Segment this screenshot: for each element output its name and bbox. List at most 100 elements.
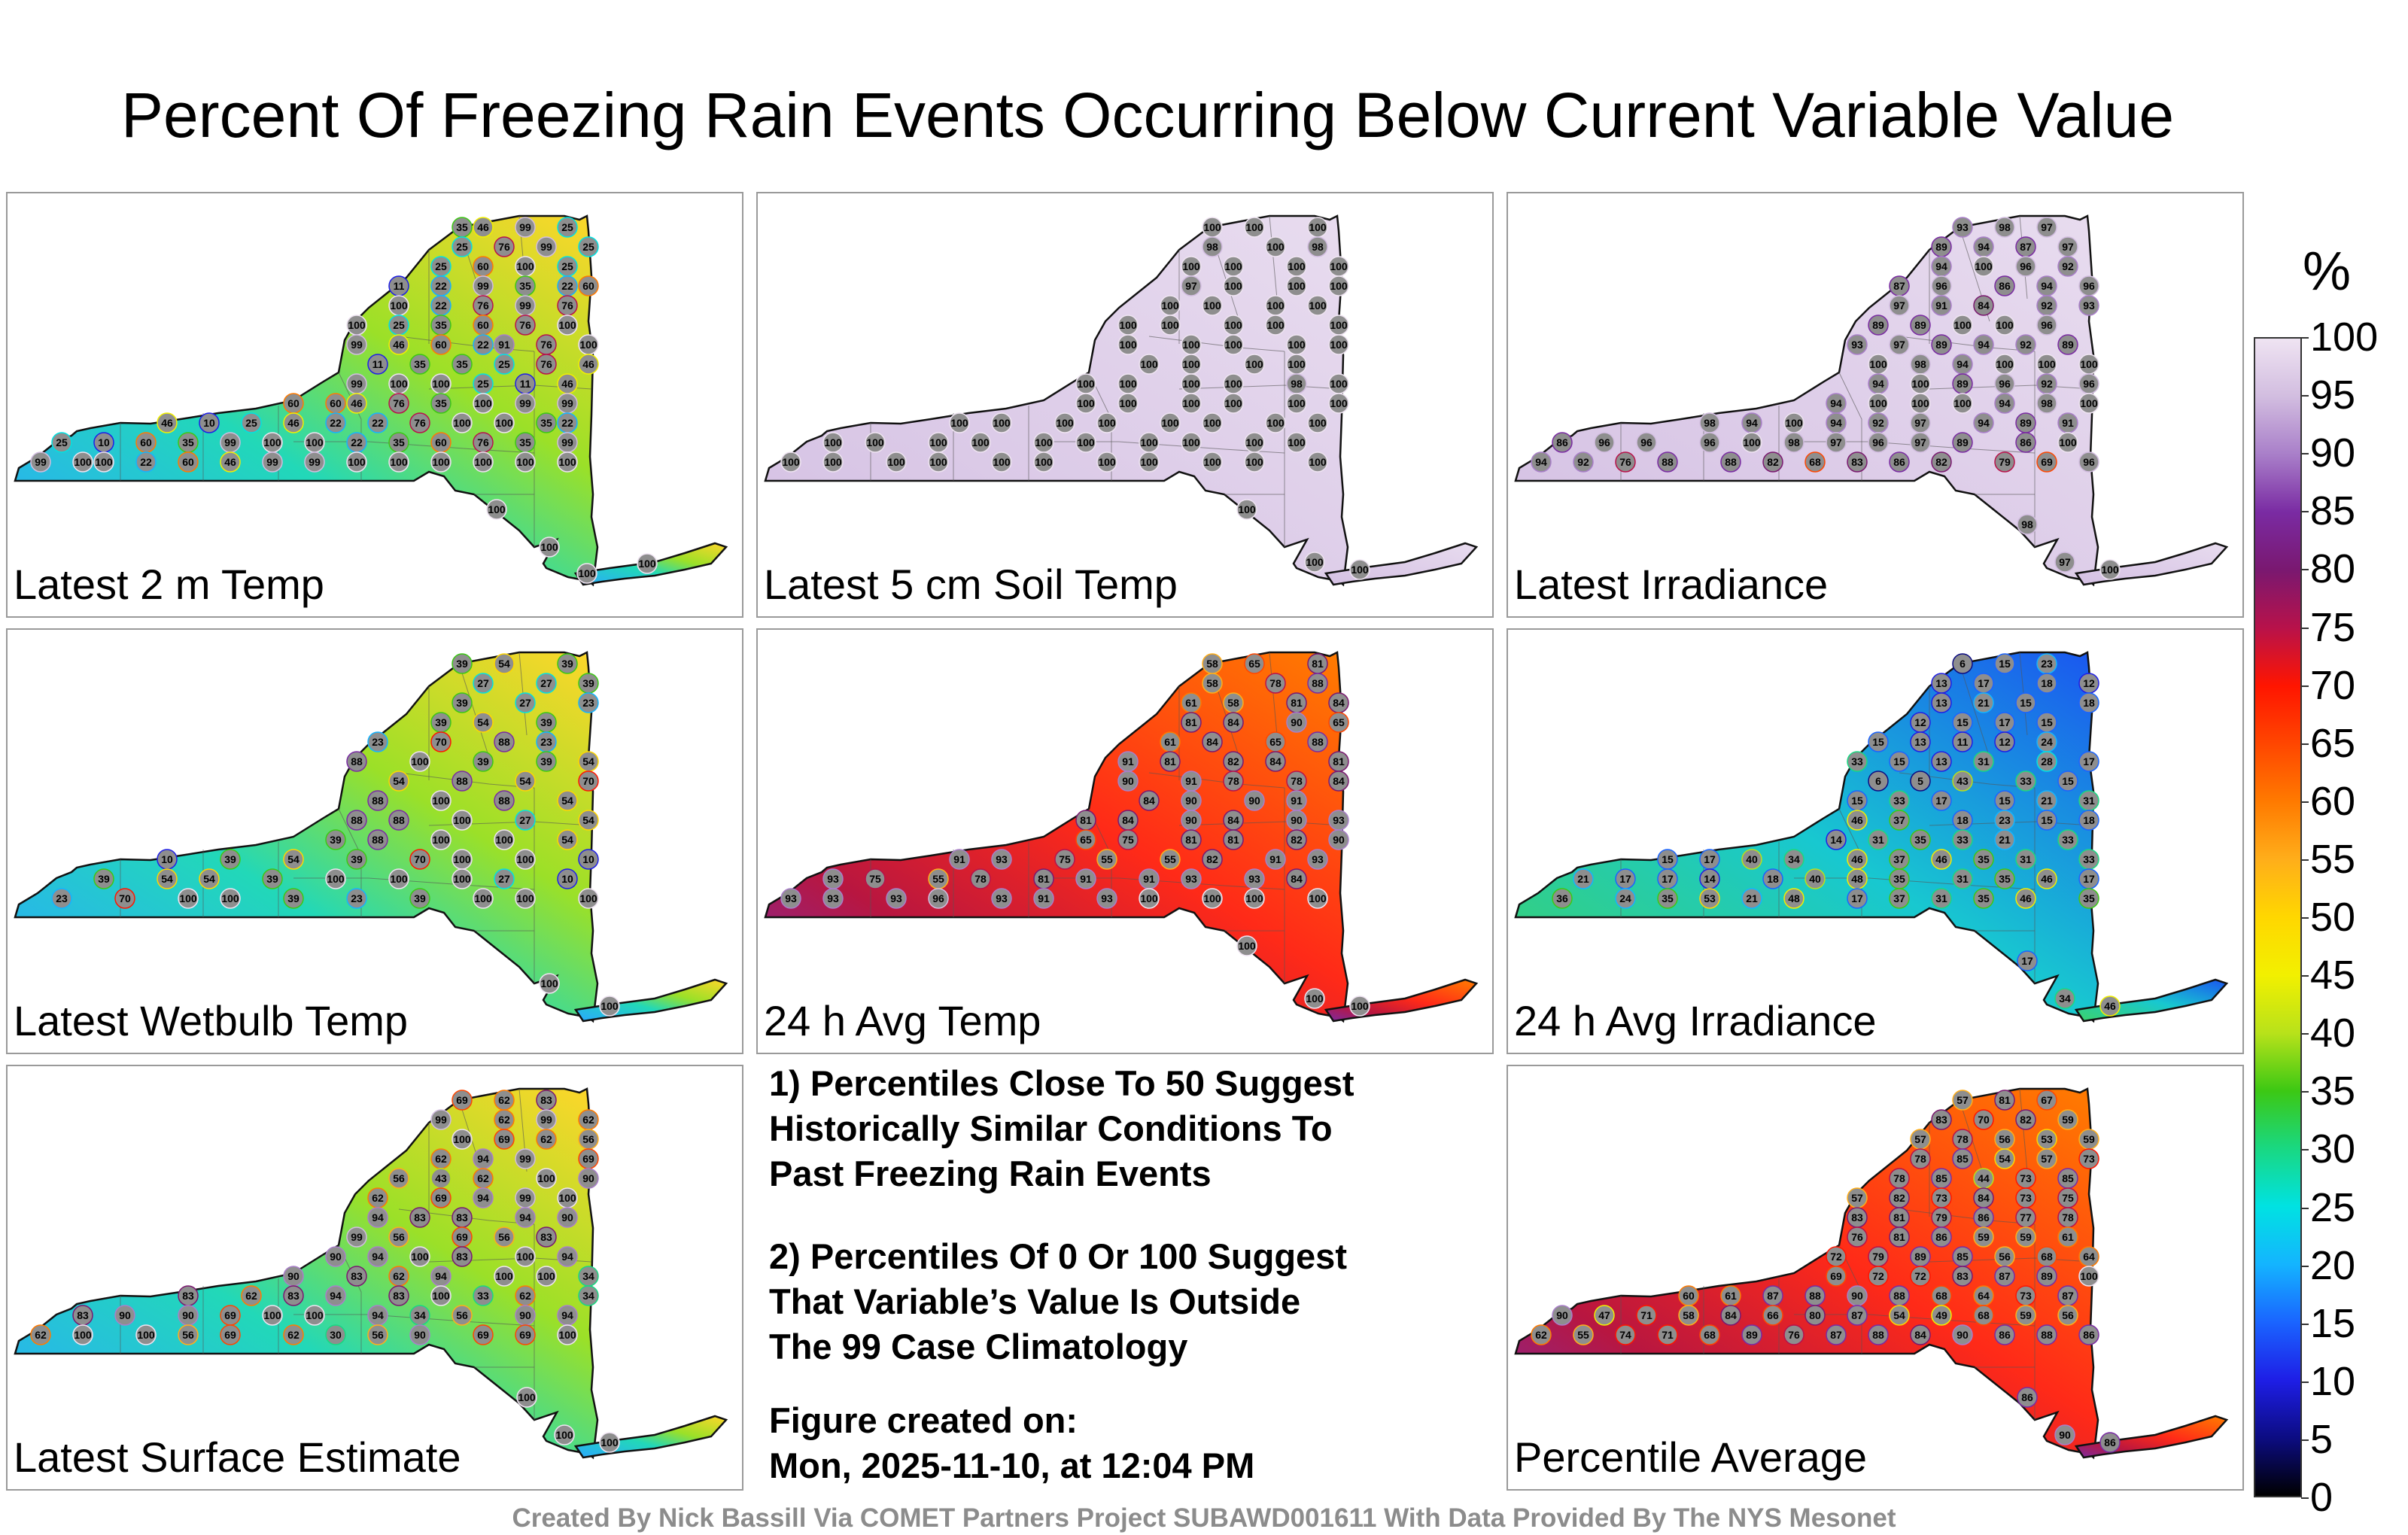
station-dot — [494, 868, 515, 889]
station-value: 62 — [477, 1172, 489, 1184]
station-marker: 6 — [1868, 771, 1889, 792]
panel-latest-irradiance: 93 98 97 89 94 87 97 94 100 96 92 87 96 86 94 96 97 91 84 9… — [1507, 192, 2244, 618]
station-dot — [2054, 1424, 2075, 1445]
station-dot — [1678, 1305, 1699, 1326]
station-dot — [1202, 849, 1223, 870]
station-marker: 94 — [1994, 393, 2015, 414]
station-marker: 23 — [536, 731, 557, 752]
station-value: 83 — [182, 1290, 194, 1302]
station-marker: 62 — [536, 1129, 557, 1150]
station-dot — [1973, 295, 1994, 316]
station-marker: 91 — [1033, 888, 1054, 909]
station-marker: 89 — [1931, 236, 1952, 257]
station-marker: 100 — [1117, 373, 1139, 394]
station-value: 84 — [1978, 1192, 1990, 1204]
station-dot — [430, 790, 451, 811]
station-marker: 86 — [2015, 432, 2036, 453]
station-marker: 100 — [1160, 295, 1181, 316]
station-marker: 55 — [1096, 849, 1117, 870]
station-dot — [1202, 673, 1223, 694]
station-value: 90 — [1185, 814, 1197, 826]
station-value: 40 — [1746, 853, 1758, 865]
station-value: 100 — [518, 1391, 536, 1403]
station-value: 33 — [477, 1290, 489, 1302]
station-value: 100 — [1245, 892, 1263, 904]
station-value: 57 — [1914, 1133, 1926, 1145]
station-marker: 84 — [1973, 295, 1994, 316]
station-value: 34 — [1788, 853, 1800, 865]
station-value: 11 — [1957, 736, 1969, 748]
station-value: 79 — [1872, 1251, 1884, 1263]
station-value: 25 — [582, 241, 594, 253]
station-marker: 64 — [2078, 1246, 2099, 1267]
station-marker: 53 — [1699, 888, 1720, 909]
station-marker: 88 — [367, 790, 388, 811]
station-value: 60 — [287, 397, 299, 409]
station-marker: 25 — [578, 236, 599, 257]
station-dot — [1075, 868, 1096, 889]
station-value: 54 — [1999, 1153, 2011, 1165]
station-dot — [1160, 751, 1181, 772]
station-value: 82 — [1935, 456, 1947, 468]
station-dot — [1657, 888, 1678, 909]
panel-percentile-average: 57 81 67 83 70 82 59 57 78 56 53 59 78 85 54 57 73 78 85 44… — [1507, 1065, 2244, 1491]
station-value: 54 — [582, 814, 594, 826]
station-marker: 46 — [578, 354, 599, 375]
station-marker: 54 — [1994, 1148, 2015, 1169]
station-value: 78 — [1269, 677, 1282, 689]
station-value: 60 — [477, 319, 489, 331]
station-marker: 69 — [220, 1305, 241, 1326]
station-value: 86 — [1978, 1211, 1990, 1223]
station-marker: 69 — [2036, 451, 2057, 473]
station-marker: 46 — [2099, 995, 2121, 1017]
station-value: 93 — [785, 892, 797, 904]
station-marker: 100 — [1244, 354, 1265, 375]
station-value: 100 — [432, 795, 450, 807]
station-value: 90 — [1122, 775, 1134, 787]
station-value: 65 — [1333, 716, 1345, 728]
station-marker: 34 — [578, 1266, 599, 1287]
station-dot — [283, 849, 304, 870]
station-value: 100 — [306, 1309, 324, 1321]
station-marker: 76 — [473, 295, 494, 316]
station-marker: 100 — [388, 373, 409, 394]
station-value: 85 — [1956, 1153, 1969, 1165]
station-marker: 78 — [1223, 771, 1244, 792]
station-dot — [1910, 1266, 1931, 1287]
station-marker: 60 — [135, 432, 157, 453]
station-marker: 82 — [1931, 451, 1952, 473]
station-value: 70 — [414, 853, 426, 865]
station-value: 100 — [1098, 456, 1116, 468]
station-marker: 96 — [2078, 275, 2099, 296]
station-value: 31 — [1956, 873, 1969, 885]
station-value: 66 — [1767, 1309, 1779, 1321]
station-value: 100 — [453, 417, 471, 429]
station-marker: 86 — [1994, 275, 2015, 296]
station-marker: 100 — [578, 888, 599, 909]
station-value: 84 — [1725, 1309, 1737, 1321]
station-marker: 35 — [1657, 888, 1678, 909]
station-marker: 78 — [1889, 1168, 1910, 1189]
station-value: 60 — [140, 436, 152, 448]
station-value: 100 — [1224, 339, 1242, 351]
station-dot — [1202, 888, 1223, 909]
station-dot — [1910, 829, 1931, 850]
station-dot — [886, 451, 907, 473]
station-value: 88 — [456, 775, 468, 787]
station-dot — [409, 1246, 430, 1267]
station-dot — [557, 315, 578, 336]
station-dot — [1531, 1324, 1552, 1345]
station-value: 46 — [2020, 892, 2032, 904]
station-value: 91 — [1185, 775, 1197, 787]
station-value: 15 — [2062, 775, 2074, 787]
station-dot — [494, 236, 515, 257]
station-marker: 84 — [1328, 771, 1349, 792]
station-marker: 10 — [157, 849, 178, 870]
station-marker: 65 — [1075, 829, 1096, 850]
station-marker: 17 — [1615, 868, 1636, 889]
station-value: 90 — [414, 1329, 426, 1341]
station-value: 62 — [582, 1114, 594, 1126]
station-value: 89 — [1956, 436, 1969, 448]
station-marker: 62 — [494, 1090, 515, 1111]
county-border — [1269, 652, 1278, 736]
